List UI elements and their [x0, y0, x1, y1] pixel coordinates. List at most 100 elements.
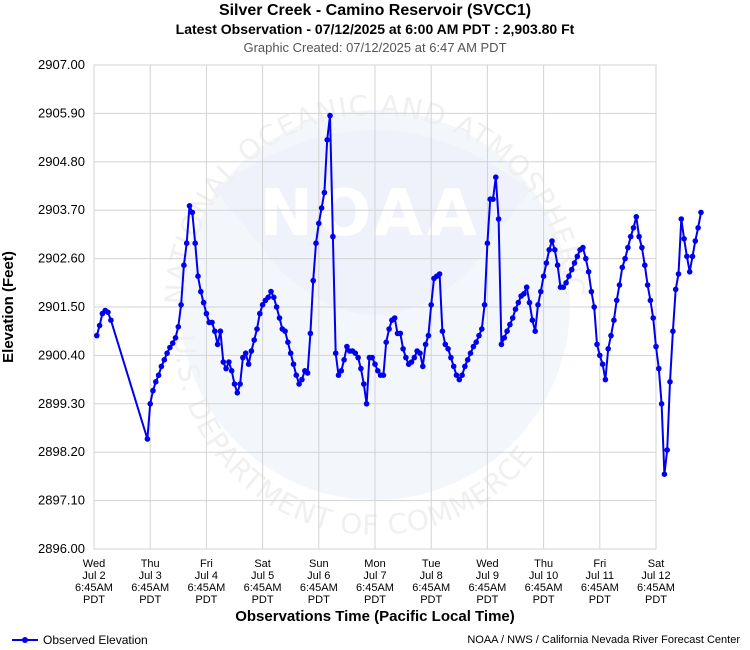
x-tick-label-line: Jul 5 [251, 570, 274, 582]
x-tick-label: Sun Jul 6 6:45AM PDT [300, 558, 338, 606]
data-point [299, 376, 305, 383]
data-point [689, 253, 696, 260]
x-tick-label-line: 6:45AM [244, 582, 282, 594]
data-point [622, 255, 628, 262]
data-point [422, 341, 429, 348]
data-point [226, 359, 232, 365]
data-point [169, 340, 176, 346]
x-tick-label: Thu Jul 10 6:45AM PDT [525, 558, 563, 606]
data-point [245, 361, 252, 368]
data-point [363, 401, 370, 407]
data-point [240, 354, 246, 361]
data-point [684, 253, 690, 260]
data-point [484, 240, 491, 246]
data-point [608, 332, 614, 339]
data-point [200, 299, 207, 306]
data-point [450, 363, 457, 370]
x-tick-label: Wed Jul 2 6:45AM PDT [75, 558, 113, 606]
data-point [189, 209, 196, 216]
data-point [490, 196, 496, 202]
data-point [644, 282, 651, 288]
data-point [549, 238, 555, 244]
data-point [675, 271, 682, 277]
x-tick-label-line: PDT [252, 594, 274, 606]
x-tick-label-line: 6:45AM [75, 582, 113, 594]
source-credit: NOAA / NWS / California Nevada River For… [467, 634, 740, 646]
y-tick-label: 2905.90 [38, 105, 85, 120]
x-tick-label-line: PDT [589, 594, 611, 606]
x-tick-label-line: Mon [364, 558, 385, 570]
x-tick-label-line: Jul 4 [195, 570, 218, 582]
chart-grid [93, 64, 657, 550]
data-point [214, 341, 221, 348]
data-point [257, 310, 263, 317]
data-point [296, 381, 302, 387]
data-point [599, 361, 606, 368]
data-point [259, 302, 266, 308]
data-point [417, 350, 423, 357]
noaa-watermark-center: NOAA [259, 177, 480, 251]
data-point [223, 365, 229, 372]
data-point [310, 277, 317, 284]
data-point [285, 339, 291, 346]
data-point [335, 372, 342, 379]
data-point [670, 328, 676, 335]
data-point [563, 280, 569, 286]
data-point [453, 372, 460, 379]
data-point [611, 317, 617, 324]
data-point [164, 350, 170, 357]
data-point [391, 315, 398, 321]
data-point [574, 253, 581, 260]
data-point [355, 354, 361, 361]
data-point [158, 363, 165, 370]
data-point [552, 247, 558, 253]
data-point [242, 350, 249, 357]
x-tick-label-line: Thu [141, 558, 160, 570]
data-point [428, 302, 435, 308]
data-point [464, 357, 471, 363]
data-point [161, 357, 168, 363]
y-tick-label: 2899.30 [38, 396, 85, 411]
x-tick-label-line: 6:45AM [468, 582, 506, 594]
data-point [571, 260, 578, 266]
data-point [271, 294, 277, 301]
legend-line-marker-icon [12, 634, 38, 646]
data-point [251, 337, 257, 343]
data-point [616, 282, 623, 288]
data-point [276, 315, 283, 321]
observed-elevation-series [94, 112, 704, 478]
data-point [183, 240, 190, 246]
data-point [650, 315, 656, 321]
x-tick-label-line: Jul 2 [82, 570, 105, 582]
data-point [361, 381, 367, 387]
chart-subtitle: Latest Observation - 07/12/2025 at 6:00 … [175, 21, 575, 37]
x-tick-label-line: PDT [308, 594, 330, 606]
x-tick-label-line: PDT [420, 594, 442, 606]
data-point [456, 376, 463, 383]
data-point [324, 137, 331, 143]
data-point [540, 273, 547, 280]
x-tick-label: Mon Jul 7 6:45AM PDT [356, 558, 394, 606]
x-tick-label-line: Fri [593, 558, 606, 570]
data-point [181, 262, 187, 269]
x-tick-label-line: Jul 9 [476, 570, 499, 582]
data-point [212, 328, 218, 335]
data-point [566, 273, 572, 280]
x-axis-label: Observations Time (Pacific Local Time) [235, 608, 515, 625]
data-point [439, 328, 446, 335]
data-point [560, 284, 567, 291]
x-tick-label-line: Jul 12 [641, 570, 670, 582]
data-point [209, 319, 215, 326]
data-point [352, 350, 359, 357]
data-point [338, 368, 345, 374]
data-point [307, 330, 314, 337]
x-tick-label-line: PDT [645, 594, 667, 606]
data-point [273, 304, 280, 310]
data-point [532, 328, 538, 335]
data-point [172, 335, 179, 341]
x-tick-label-line: PDT [83, 594, 105, 606]
data-point [167, 344, 173, 351]
data-point [400, 346, 406, 352]
x-tick-label-line: Sat [648, 558, 665, 570]
